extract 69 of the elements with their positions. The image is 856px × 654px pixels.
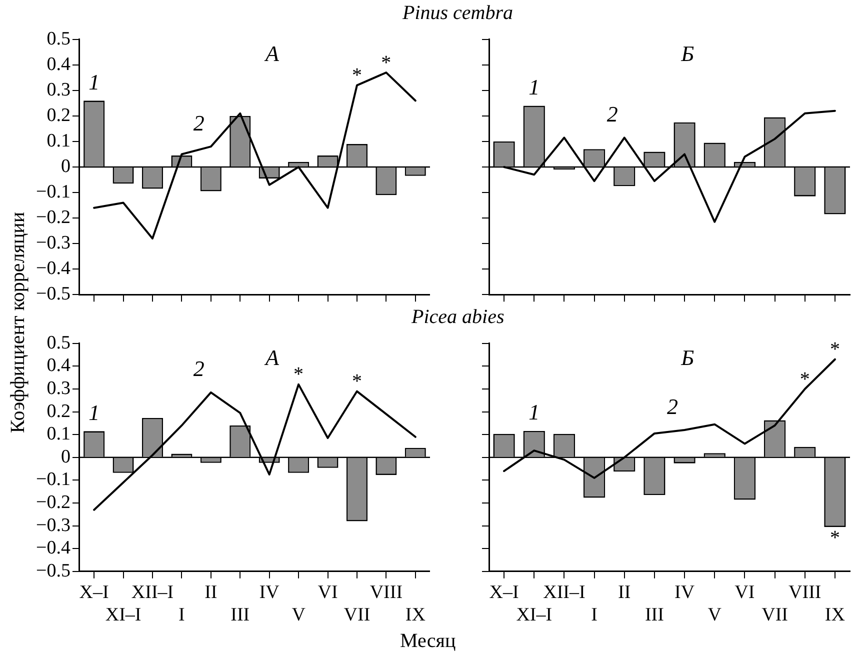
series-label: 1 (528, 74, 540, 100)
series-label: 1 (528, 400, 540, 425)
y-tick-label: −0.5 (36, 284, 70, 305)
y-tick-label: 0 (60, 446, 70, 468)
y-tick-label: −0.1 (36, 182, 70, 203)
x-tick-label: I (178, 604, 185, 626)
y-tick-label: −0.5 (36, 560, 70, 582)
x-tick-label: IX (405, 604, 426, 626)
y-tick-label: −0.3 (36, 514, 70, 536)
annotation: * (352, 370, 362, 393)
y-tick-label: 0.1 (46, 130, 70, 152)
x-tick-label: V (292, 604, 306, 626)
y-tick-label: −0.2 (36, 207, 70, 228)
y-tick-label: 0.1 (46, 424, 70, 445)
x-tick-label: VI (318, 582, 338, 603)
x-tick-label: IV (259, 582, 280, 603)
x-tick-label: II (204, 582, 218, 603)
x-tick-label: IX (824, 604, 846, 626)
x-tick-label: X–I (489, 582, 519, 603)
x-tick-label: II (618, 582, 631, 603)
chart-title: Pinus cembra (402, 2, 514, 25)
annotation: * (800, 368, 810, 390)
y-tick-label: 0.4 (46, 54, 71, 75)
y-tick-label: 0.3 (46, 378, 70, 399)
series-label: 2 (193, 356, 204, 382)
annotation: * (830, 338, 840, 361)
chart-subtitle: Б (680, 345, 694, 370)
annotation: * (830, 527, 840, 550)
x-tick-label: XI–I (105, 604, 142, 626)
y-tick-label: 0.3 (46, 79, 70, 100)
series-label: 2 (193, 110, 204, 136)
y-tick-label: −0.4 (36, 538, 71, 559)
y-tick-label: 0.4 (46, 355, 71, 376)
y-tick-label: 0.5 (46, 28, 70, 50)
x-tick-label: VII (762, 604, 788, 626)
x-tick-label: XII–I (131, 582, 174, 603)
y-tick-label: −0.4 (36, 258, 71, 280)
x-tick-label: III (230, 604, 250, 626)
x-tick-label: XII–I (543, 582, 586, 603)
y-tick-label: 0.2 (46, 104, 70, 126)
y-tick-label: −0.2 (36, 492, 70, 513)
x-tick-label: III (644, 604, 664, 626)
x-tick-label: X–I (79, 582, 109, 603)
y-tick-label: −0.1 (36, 469, 70, 490)
annotation: * (294, 364, 304, 386)
chart-subtitle: Б (680, 41, 694, 66)
y-tick-label: 0.5 (46, 332, 70, 354)
annotation: * (381, 52, 392, 74)
chart-subtitle: А (264, 345, 280, 370)
y-tick-label: 0.2 (46, 400, 70, 422)
x-tick-label: VIII (788, 582, 822, 603)
x-tick-label: V (708, 604, 722, 626)
series-label: 2 (667, 394, 678, 419)
chart-subtitle: А (264, 41, 280, 66)
chart-title: Picea abies (412, 306, 504, 329)
annotation: * (352, 64, 362, 87)
x-tick-label: XI–I (516, 604, 552, 626)
series-label: 1 (88, 400, 100, 425)
x-tick-label: VI (734, 582, 755, 603)
y-axis-title: Коэффициент корреляции (6, 211, 30, 433)
x-tick-label: VIII (370, 582, 403, 603)
x-axis-title: Месяц (400, 630, 456, 653)
x-tick-label: VII (344, 604, 370, 626)
y-tick-label: 0 (60, 156, 70, 177)
x-tick-label: IV (674, 582, 695, 603)
x-tick-label: I (591, 604, 598, 626)
series-label: 2 (606, 101, 618, 126)
series-label: 1 (88, 69, 100, 94)
y-tick-label: −0.3 (36, 232, 70, 254)
